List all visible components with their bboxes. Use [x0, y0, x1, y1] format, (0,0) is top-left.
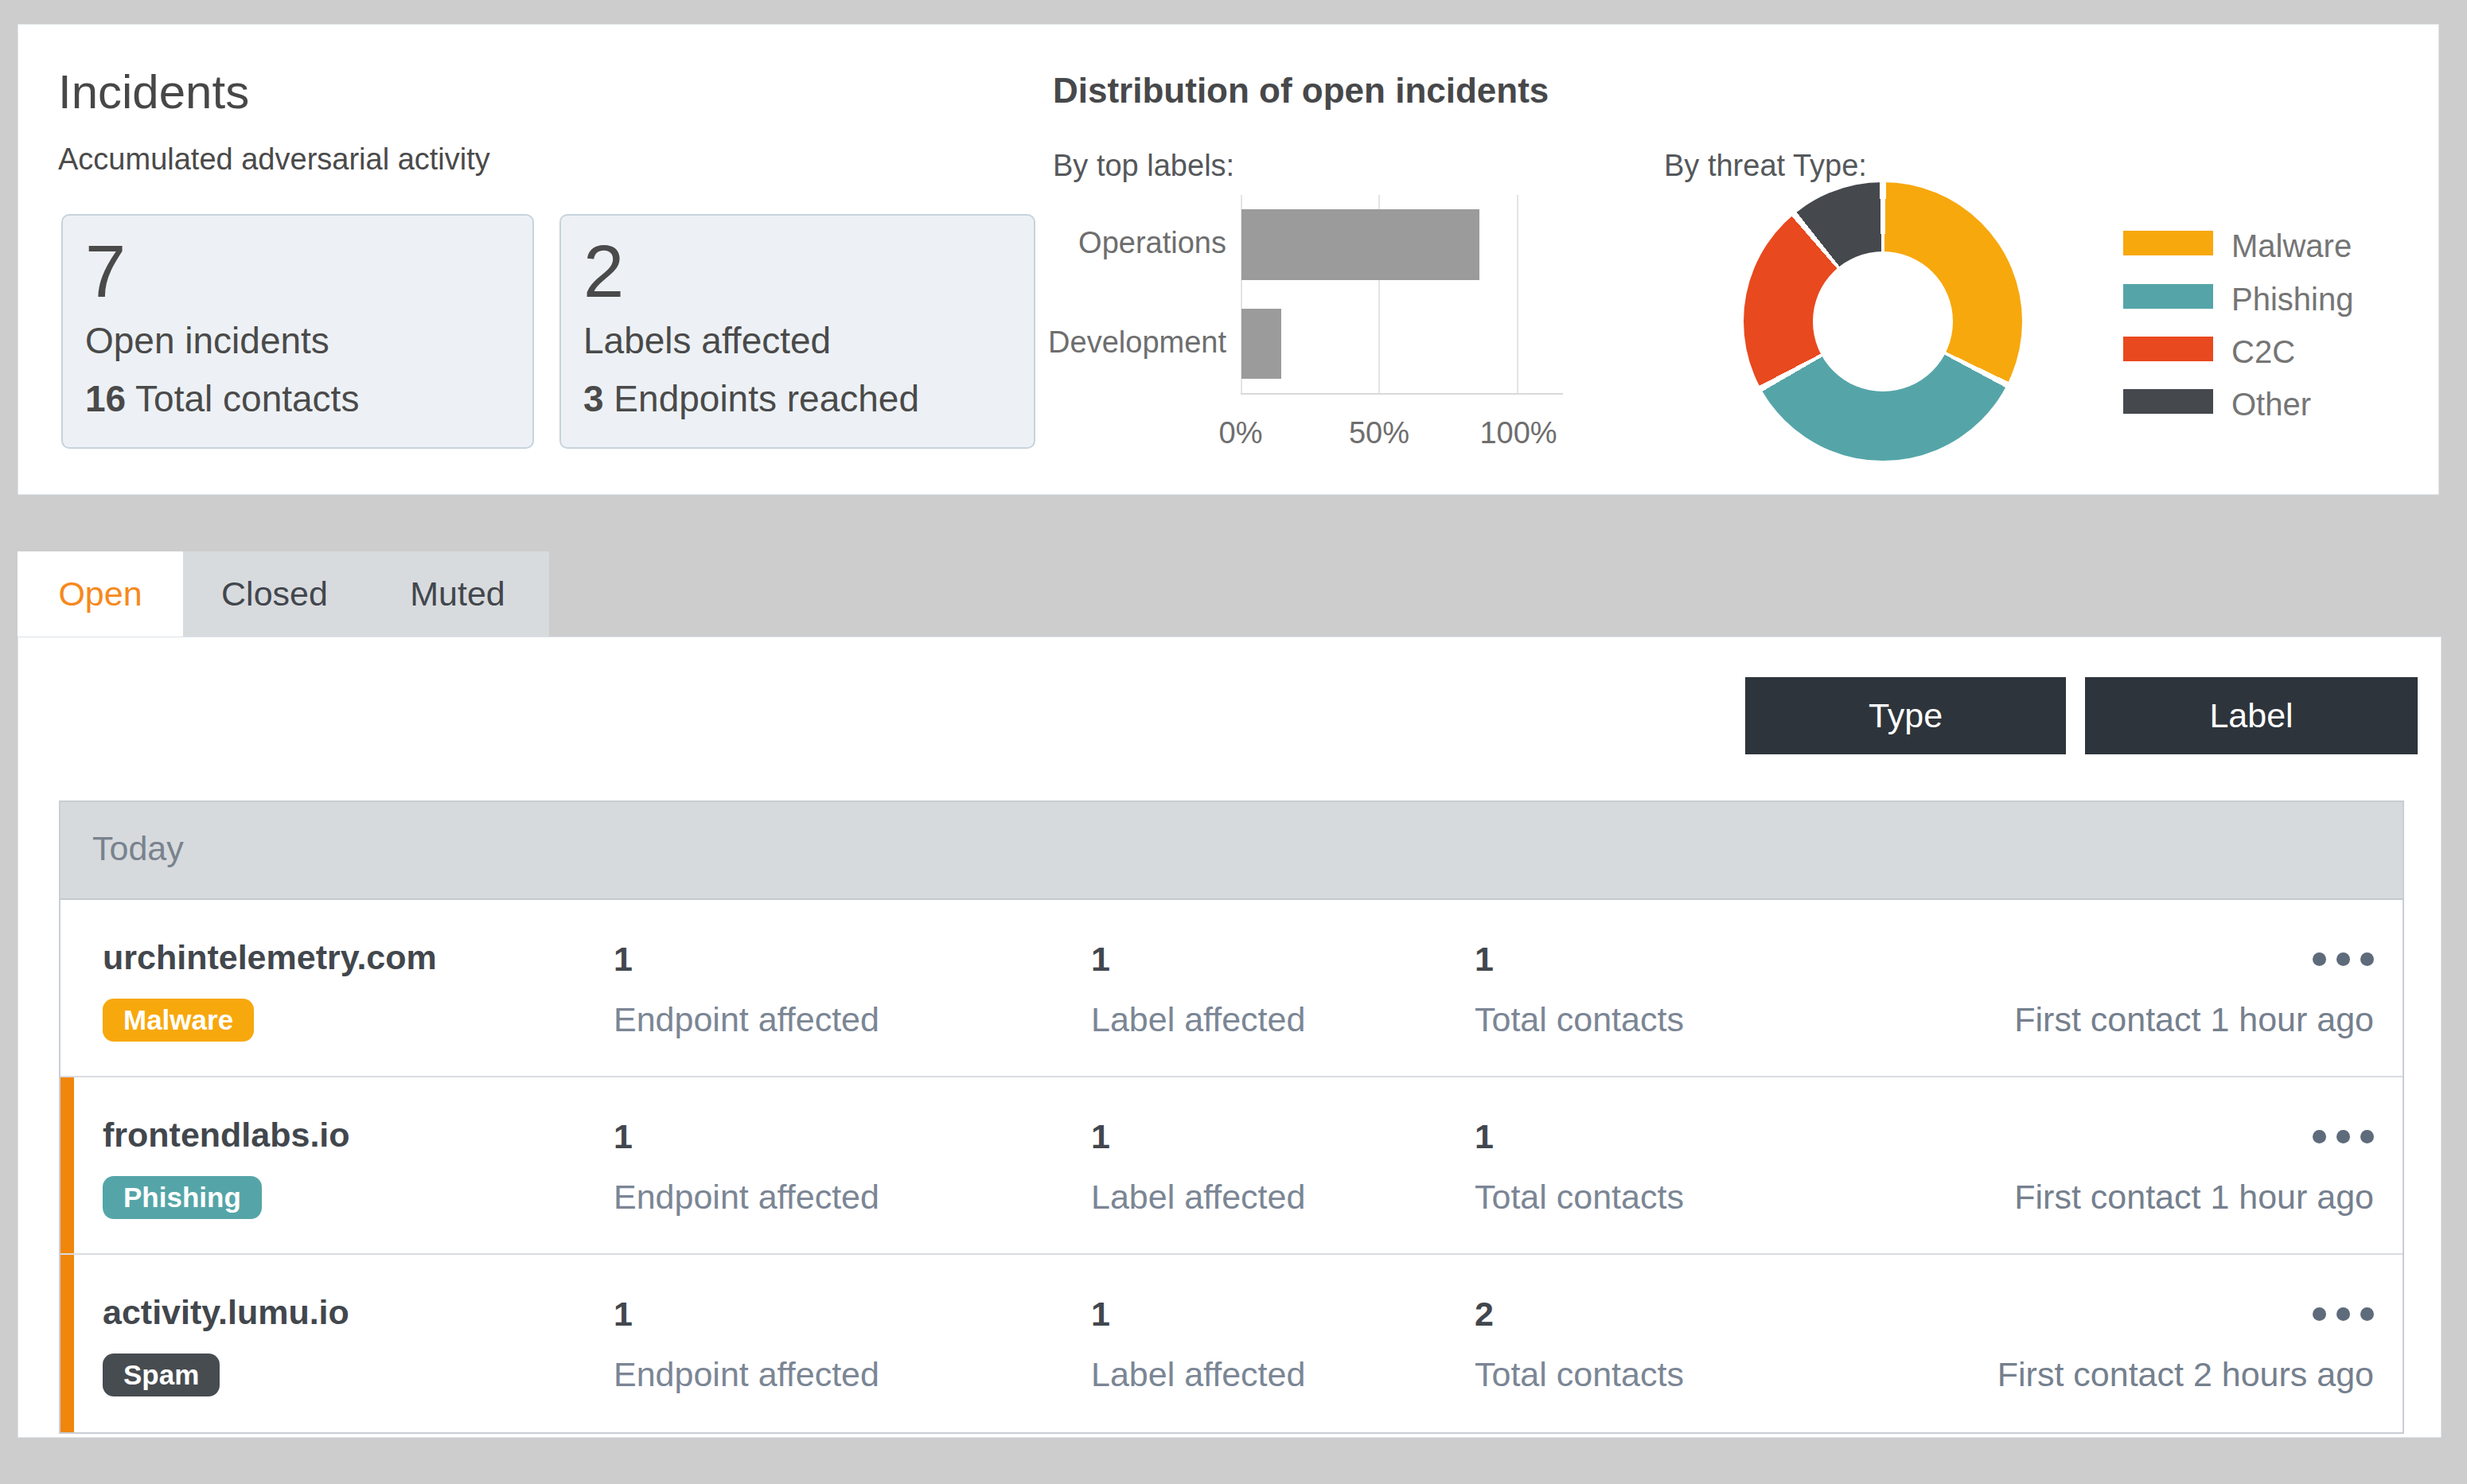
- threat-type-badge: Malware: [103, 999, 254, 1042]
- label-filter-label: Label: [2209, 696, 2293, 735]
- labels-value: 1: [1091, 1117, 1110, 1156]
- total-contacts-count: 16: [85, 378, 126, 419]
- unread-marker: [60, 1077, 74, 1253]
- bar-category-operations: Operations: [940, 226, 1226, 260]
- incident-domain[interactable]: urchintelemetry.com: [103, 938, 437, 977]
- labels-affected-label: Labels affected: [583, 319, 831, 362]
- more-options-icon[interactable]: [2313, 1307, 2374, 1321]
- endpoints-label: Endpoint affected: [614, 1178, 879, 1217]
- endpoints-value: 1: [614, 1117, 633, 1156]
- donut-hole: [1813, 251, 1953, 391]
- tab-closed[interactable]: Closed: [183, 551, 366, 637]
- other-color-swatch: [2123, 389, 2213, 414]
- labels-label: Label affected: [1091, 1355, 1305, 1394]
- group-header-label: Today: [92, 829, 184, 868]
- threat-type-badge: Spam: [103, 1354, 220, 1396]
- open-incidents-count: 7: [85, 235, 126, 308]
- incident-row[interactable]: activity.lumu.io Spam 1 Endpoint affecte…: [60, 1255, 2403, 1432]
- contacts-label: Total contacts: [1475, 1355, 1684, 1394]
- type-filter-label: Type: [1869, 696, 1943, 735]
- incident-table: Today urchintelemetry.com Malware 1 Endp…: [59, 800, 2404, 1434]
- endpoints-reached-line: 3 Endpoints reached: [583, 377, 919, 420]
- first-contact-time: First contact 1 hour ago: [2014, 1178, 2374, 1217]
- first-contact-time: First contact 2 hours ago: [1997, 1355, 2374, 1394]
- incidents-summary-card: Incidents Accumulated adversarial activi…: [18, 24, 2439, 495]
- tab-muted[interactable]: Muted: [366, 551, 549, 637]
- tab-bar-inactive-group: Closed Muted: [183, 551, 549, 637]
- endpoints-reached-count: 3: [583, 378, 604, 419]
- x-tick-0: 0%: [1177, 416, 1304, 450]
- open-incidents-panel: Type Label Today urchintelemetry.com Mal…: [18, 637, 2442, 1438]
- tab-open[interactable]: Open: [18, 551, 183, 637]
- endpoints-label: Endpoint affected: [614, 1355, 879, 1394]
- group-header-today: Today: [60, 802, 2403, 900]
- contacts-label: Total contacts: [1475, 1000, 1684, 1039]
- bar-development: [1241, 309, 1281, 379]
- incident-row[interactable]: urchintelemetry.com Malware 1 Endpoint a…: [60, 900, 2403, 1077]
- tab-open-label: Open: [58, 575, 142, 613]
- endpoints-reached-label: Endpoints reached: [604, 378, 919, 419]
- page-subtitle: Accumulated adversarial activity: [58, 142, 490, 177]
- endpoints-label: Endpoint affected: [614, 1000, 879, 1039]
- legend-label-c2c: C2C: [2231, 334, 2295, 370]
- phishing-color-swatch: [2123, 284, 2213, 309]
- first-contact-time: First contact 1 hour ago: [2014, 1000, 2374, 1039]
- contacts-value: 1: [1475, 940, 1494, 979]
- distribution-title: Distribution of open incidents: [1053, 71, 1549, 111]
- page-title: Incidents: [58, 64, 249, 119]
- legend-label-phishing: Phishing: [2231, 282, 2353, 317]
- more-options-icon[interactable]: [2313, 1130, 2374, 1143]
- labels-label: Label affected: [1091, 1178, 1305, 1217]
- contacts-value: 2: [1475, 1295, 1494, 1334]
- total-contacts-label: Total contacts: [126, 378, 359, 419]
- tab-muted-label: Muted: [410, 575, 505, 613]
- total-contacts-line: 16 Total contacts: [85, 377, 359, 420]
- endpoints-value: 1: [614, 1295, 633, 1334]
- incident-domain[interactable]: frontendlabs.io: [103, 1116, 350, 1155]
- labels-value: 1: [1091, 1295, 1110, 1334]
- open-incidents-label: Open incidents: [85, 319, 329, 362]
- bar-category-development: Development: [940, 325, 1226, 360]
- bar-operations: [1241, 209, 1479, 280]
- gridline-100: [1517, 195, 1518, 393]
- malware-color-swatch: [2123, 231, 2213, 255]
- incident-domain[interactable]: activity.lumu.io: [103, 1293, 349, 1332]
- c2c-color-swatch: [2123, 337, 2213, 361]
- incident-row[interactable]: frontendlabs.io Phishing 1 Endpoint affe…: [60, 1077, 2403, 1255]
- tab-closed-label: Closed: [221, 575, 328, 613]
- x-tick-50: 50%: [1315, 416, 1443, 450]
- open-incidents-stat-card: 7 Open incidents 16 Total contacts: [61, 214, 534, 449]
- legend-label-malware: Malware: [2231, 228, 2352, 264]
- labels-label: Label affected: [1091, 1000, 1305, 1039]
- legend-label-other: Other: [2231, 387, 2311, 423]
- type-filter-button[interactable]: Type: [1745, 677, 2066, 754]
- contacts-value: 1: [1475, 1117, 1494, 1156]
- endpoints-value: 1: [614, 940, 633, 979]
- threat-type-donut-chart: [1744, 182, 2022, 461]
- top-labels-bar-chart: [1241, 195, 1518, 393]
- contacts-label: Total contacts: [1475, 1178, 1684, 1217]
- unread-marker: [60, 1255, 74, 1432]
- by-threat-caption: By threat Type:: [1664, 149, 1867, 183]
- x-tick-100: 100%: [1455, 416, 1582, 450]
- more-options-icon[interactable]: [2313, 952, 2374, 966]
- labels-value: 1: [1091, 940, 1110, 979]
- threat-type-badge: Phishing: [103, 1176, 262, 1219]
- label-filter-button[interactable]: Label: [2085, 677, 2418, 754]
- labels-affected-count: 2: [583, 235, 624, 308]
- x-axis-line: [1241, 393, 1563, 395]
- by-labels-caption: By top labels:: [1053, 149, 1234, 183]
